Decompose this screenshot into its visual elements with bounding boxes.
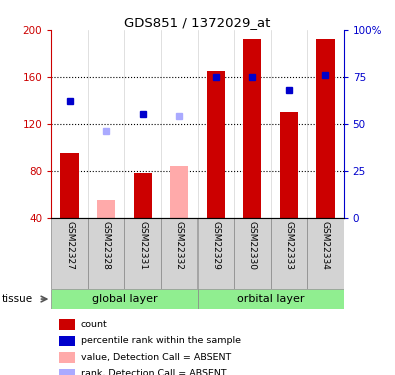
Bar: [307, 217, 344, 289]
Bar: [51, 289, 198, 309]
Text: GSM22327: GSM22327: [65, 221, 74, 270]
Text: GSM22333: GSM22333: [284, 221, 293, 270]
Bar: [97, 200, 115, 217]
Bar: [316, 39, 335, 218]
Bar: [88, 217, 124, 289]
Text: GSM22329: GSM22329: [211, 221, 220, 270]
Text: GSM22331: GSM22331: [138, 221, 147, 270]
Bar: [198, 217, 234, 289]
Bar: [170, 166, 188, 218]
Bar: [51, 217, 88, 289]
Text: orbital layer: orbital layer: [237, 294, 304, 304]
Bar: [207, 71, 225, 217]
Bar: [198, 289, 344, 309]
Bar: [161, 217, 198, 289]
Text: value, Detection Call = ABSENT: value, Detection Call = ABSENT: [81, 353, 231, 362]
Text: count: count: [81, 320, 108, 329]
Bar: [234, 217, 271, 289]
Text: percentile rank within the sample: percentile rank within the sample: [81, 336, 241, 345]
Text: GSM22334: GSM22334: [321, 221, 330, 270]
Text: rank, Detection Call = ABSENT: rank, Detection Call = ABSENT: [81, 369, 227, 375]
Bar: [60, 153, 79, 218]
Bar: [280, 112, 298, 218]
Bar: [271, 217, 307, 289]
Bar: [243, 39, 261, 218]
Bar: [124, 217, 161, 289]
Text: GSM22330: GSM22330: [248, 221, 257, 270]
Text: GSM22332: GSM22332: [175, 221, 184, 270]
Bar: [134, 173, 152, 217]
Title: GDS851 / 1372029_at: GDS851 / 1372029_at: [124, 16, 271, 29]
Text: global layer: global layer: [92, 294, 157, 304]
Text: tissue: tissue: [2, 294, 33, 304]
Text: GSM22328: GSM22328: [102, 221, 111, 270]
